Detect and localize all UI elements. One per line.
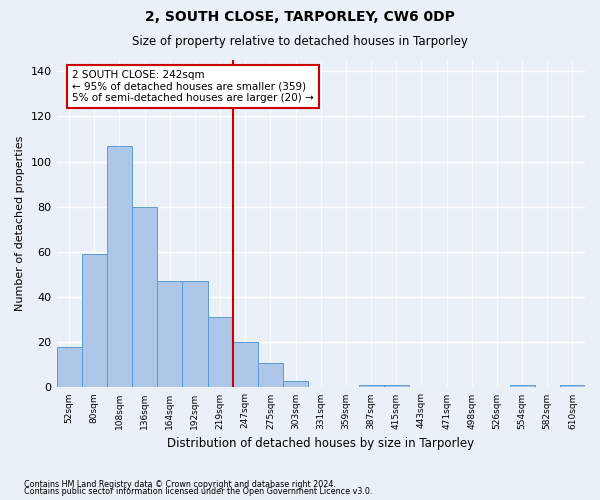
Bar — [560, 385, 585, 388]
Bar — [182, 282, 208, 388]
Bar — [107, 146, 132, 388]
Bar — [132, 207, 157, 388]
Text: Size of property relative to detached houses in Tarporley: Size of property relative to detached ho… — [132, 35, 468, 48]
Bar — [56, 347, 82, 388]
X-axis label: Distribution of detached houses by size in Tarporley: Distribution of detached houses by size … — [167, 437, 475, 450]
Text: Contains HM Land Registry data © Crown copyright and database right 2024.: Contains HM Land Registry data © Crown c… — [24, 480, 336, 489]
Bar — [383, 385, 409, 388]
Bar — [82, 254, 107, 388]
Bar — [258, 362, 283, 388]
Text: 2 SOUTH CLOSE: 242sqm
← 95% of detached houses are smaller (359)
5% of semi-deta: 2 SOUTH CLOSE: 242sqm ← 95% of detached … — [73, 70, 314, 103]
Y-axis label: Number of detached properties: Number of detached properties — [15, 136, 25, 312]
Bar — [359, 385, 383, 388]
Text: Contains public sector information licensed under the Open Government Licence v3: Contains public sector information licen… — [24, 487, 373, 496]
Bar — [208, 318, 233, 388]
Bar — [157, 282, 182, 388]
Text: 2, SOUTH CLOSE, TARPORLEY, CW6 0DP: 2, SOUTH CLOSE, TARPORLEY, CW6 0DP — [145, 10, 455, 24]
Bar — [509, 385, 535, 388]
Bar — [283, 380, 308, 388]
Bar — [233, 342, 258, 388]
